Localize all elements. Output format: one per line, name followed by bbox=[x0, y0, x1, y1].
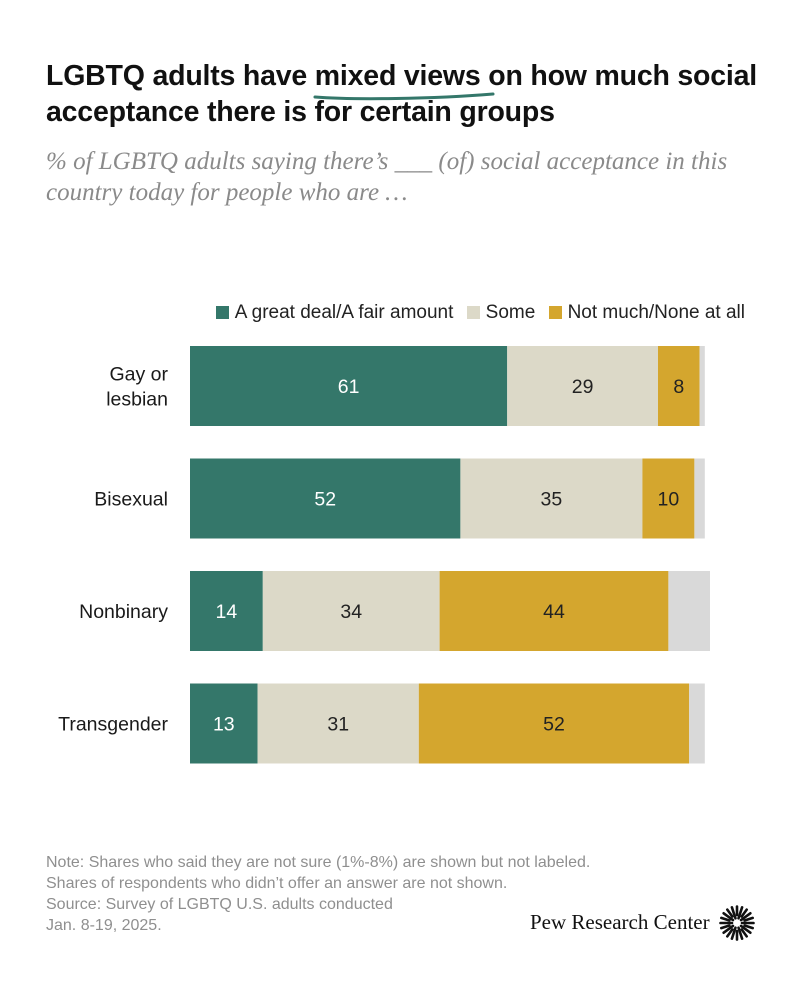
legend-label: Some bbox=[485, 302, 536, 323]
data-label: 8 bbox=[673, 376, 684, 398]
bar-segment bbox=[190, 571, 263, 651]
bar-segment bbox=[439, 571, 669, 651]
legend-item-some: Some bbox=[466, 302, 536, 324]
data-label: 14 bbox=[216, 601, 238, 623]
data-label: 13 bbox=[213, 714, 235, 736]
category-label: Nonbinary bbox=[79, 601, 168, 623]
bar-segment bbox=[699, 346, 705, 426]
category-label: Bisexual bbox=[94, 489, 168, 511]
bar-segment bbox=[190, 458, 461, 539]
bar-segment bbox=[262, 571, 440, 651]
data-label: 29 bbox=[572, 376, 594, 398]
pew-logo-icon bbox=[719, 905, 755, 941]
legend: A great deal/A fair amount Some Not much… bbox=[0, 302, 745, 324]
category-label: Gay or lesbian bbox=[106, 364, 168, 411]
note-line-2: Shares of respondents who didn’t offer a… bbox=[46, 875, 508, 892]
data-label: 52 bbox=[314, 489, 336, 511]
data-label: 44 bbox=[543, 601, 565, 623]
chart-title: LGBTQ adults have mixed views on how muc… bbox=[46, 58, 766, 130]
bar-segment bbox=[658, 346, 700, 426]
bar-segment bbox=[190, 683, 258, 764]
highlight-underline bbox=[313, 92, 495, 101]
note-line-3: Source: Survey of LGBTQ U.S. adults cond… bbox=[46, 896, 393, 913]
bar-segment bbox=[418, 683, 690, 764]
bar-segment bbox=[689, 683, 705, 764]
footnote: Note: Shares who said they are not sure … bbox=[46, 852, 590, 936]
note-line-4: Jan. 8-19, 2025. bbox=[46, 917, 162, 934]
note-line-1: Note: Shares who said they are not sure … bbox=[46, 854, 591, 871]
bar-segment bbox=[190, 346, 508, 426]
bar-segment bbox=[507, 346, 658, 426]
data-label: 52 bbox=[543, 714, 565, 736]
bar-segment bbox=[257, 683, 419, 764]
data-label: 61 bbox=[338, 376, 360, 398]
category-label: Transgender bbox=[58, 714, 168, 736]
legend-item-not-much: Not much/None at all bbox=[548, 302, 745, 324]
brand-name: Pew Research Center bbox=[530, 910, 710, 934]
bar-segment bbox=[694, 458, 705, 539]
data-label: 31 bbox=[327, 714, 349, 736]
title-highlight: mixed views bbox=[313, 58, 495, 101]
data-label: 34 bbox=[340, 601, 362, 623]
title-part-2: on how much social acceptance there is f… bbox=[46, 60, 757, 128]
title-highlight-text: mixed views bbox=[314, 60, 481, 92]
legend-item-great-deal: A great deal/A fair amount bbox=[215, 302, 454, 324]
legend-swatch bbox=[548, 306, 562, 319]
data-label: 35 bbox=[541, 489, 563, 511]
legend-label: Not much/None at all bbox=[567, 302, 745, 323]
bar-segment bbox=[642, 458, 695, 539]
bar-segment bbox=[668, 571, 710, 651]
legend-swatch bbox=[215, 306, 229, 319]
legend-swatch bbox=[466, 306, 480, 319]
bar-segment bbox=[460, 458, 643, 539]
data-label: 10 bbox=[658, 489, 680, 511]
legend-label: A great deal/A fair amount bbox=[234, 302, 454, 323]
title-part-1: LGBTQ adults have bbox=[46, 60, 308, 92]
chart-subtitle: % of LGBTQ adults saying there’s ___ (of… bbox=[46, 148, 728, 206]
